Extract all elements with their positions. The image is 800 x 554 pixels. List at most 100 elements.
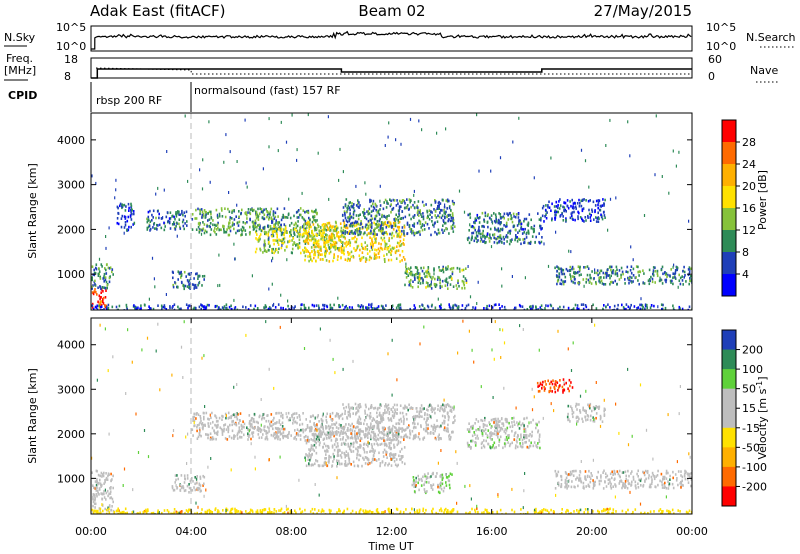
echo-cell [101, 286, 104, 289]
echo-cell [392, 435, 394, 439]
echo-cell [121, 205, 124, 209]
echo-cell [358, 428, 360, 432]
echo-cell [151, 219, 153, 222]
echo-cell [517, 231, 519, 234]
echo-cell [668, 191, 670, 195]
echo-cell [395, 257, 398, 260]
echo-cell [338, 416, 340, 420]
echo-cell [321, 419, 324, 423]
echo-cell [600, 269, 603, 273]
echo-cell [251, 423, 253, 426]
echo-cell [95, 306, 98, 310]
echo-cell [95, 483, 98, 487]
echo-cell [340, 226, 343, 230]
echo-cell [479, 216, 481, 219]
echo-cell [551, 202, 553, 206]
echo-cell [650, 275, 652, 279]
echo-cell [200, 489, 202, 493]
echo-cell [300, 213, 302, 217]
echo-cell [339, 222, 342, 225]
echo-cell [485, 241, 487, 244]
echo-cell [293, 416, 295, 420]
echo-cell [296, 416, 299, 419]
echo-cell [177, 212, 179, 215]
echo-cell [109, 486, 111, 490]
echo-cell [408, 272, 411, 275]
echo-cell [310, 239, 312, 242]
echo-cell [256, 428, 259, 432]
beam-label: Beam 02 [358, 2, 425, 20]
echo-cell [255, 216, 258, 220]
echo-cell [303, 436, 306, 439]
echo-cell [414, 485, 416, 488]
echo-cell [318, 304, 320, 308]
echo-cell [340, 229, 342, 233]
echo-cell [280, 228, 283, 231]
echo-cell [559, 305, 561, 309]
echo-cell [347, 216, 349, 219]
echo-cell [224, 423, 227, 426]
echo-cell [371, 446, 373, 449]
echo-cell [163, 304, 166, 307]
echo-cell [277, 303, 280, 306]
echo-cell [443, 222, 446, 225]
echo-cell [475, 237, 478, 240]
echo-cell [378, 428, 380, 432]
echo-cell [458, 189, 461, 193]
echo-cell [544, 214, 546, 218]
echo-cell [221, 428, 224, 432]
echo-cell [348, 216, 351, 219]
echo-cell [107, 509, 110, 512]
echo-cell [203, 305, 205, 309]
echo-cell [237, 224, 240, 227]
echo-cell [420, 410, 423, 413]
echo-cell [130, 211, 132, 214]
echo-cell [98, 507, 101, 510]
echo-cell [268, 218, 270, 221]
echo-cell [408, 213, 411, 217]
echo-cell [328, 436, 330, 439]
echo-cell [266, 213, 269, 217]
echo-cell [387, 432, 390, 436]
echo-cell [638, 270, 641, 273]
echo-cell [570, 250, 572, 254]
echo-cell [401, 461, 404, 464]
echo-cell [343, 246, 345, 250]
echo-cell [330, 245, 332, 249]
echo-cell [314, 210, 317, 214]
echo-cell [356, 432, 358, 435]
echo-cell [413, 189, 415, 193]
echo-cell [221, 418, 223, 421]
echo-cell [320, 435, 322, 438]
echo-cell [236, 434, 239, 437]
echo-cell [420, 484, 423, 487]
echo-cell [162, 305, 165, 309]
echo-cell [556, 275, 559, 278]
echo-cell [355, 240, 358, 244]
echo-cell [478, 229, 481, 233]
echo-cell [580, 204, 583, 208]
echo-cell [251, 209, 254, 213]
echo-cell [339, 449, 341, 452]
echo-cell [202, 221, 204, 224]
echo-cell [418, 277, 421, 281]
echo-cell [448, 474, 450, 478]
echo-cell [386, 433, 389, 436]
echo-cell [457, 305, 460, 309]
echo-cell [399, 239, 402, 243]
echo-cell [427, 432, 429, 435]
echo-cell [216, 223, 219, 226]
echo-cell [359, 231, 361, 234]
echo-cell [683, 265, 685, 269]
echo-cell [299, 226, 302, 229]
echo-cell [195, 228, 198, 231]
echo-cell [340, 245, 343, 248]
echo-cell [208, 303, 210, 307]
echo-cell [413, 304, 416, 307]
echo-cell [495, 237, 498, 241]
echo-cell [526, 223, 529, 227]
echo-cell [678, 273, 680, 277]
echo-cell [403, 200, 406, 203]
echo-cell [566, 199, 569, 202]
